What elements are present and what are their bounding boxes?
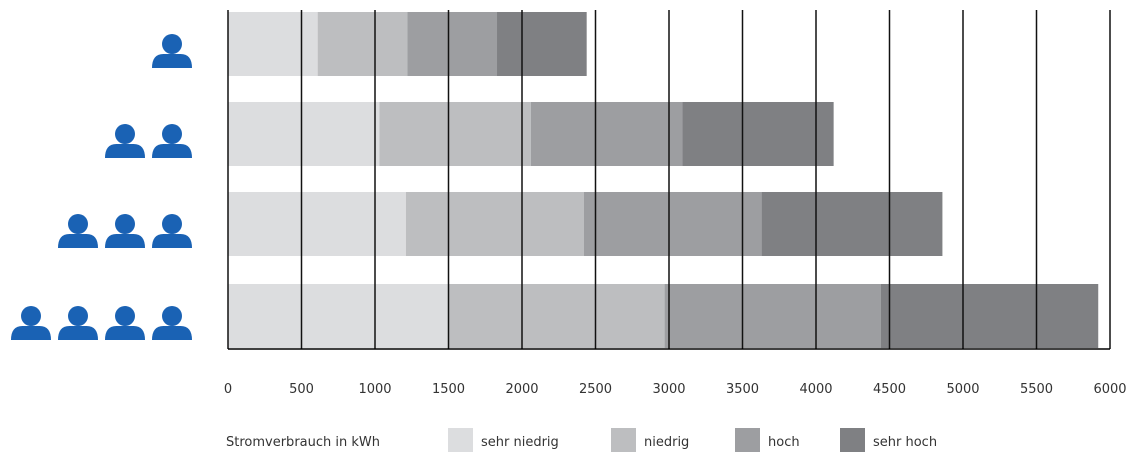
bar-segment <box>407 12 498 76</box>
legend: Stromverbrauch in kWh sehr niedrig niedri… <box>226 428 937 452</box>
person-icon <box>152 34 192 68</box>
bar-segment <box>405 192 584 256</box>
x-tick-labels: 0 500 1000 1500 2000 2500 3000 3500 4000 4500 5000… <box>224 382 1127 397</box>
legend-swatch <box>735 428 760 452</box>
x-tick-label: 0 <box>224 382 232 397</box>
person-icon <box>105 124 145 158</box>
person-icon <box>105 306 145 340</box>
bar-segment <box>761 192 943 256</box>
x-tick-label: 4000 <box>799 382 832 397</box>
person-icon <box>105 214 145 248</box>
x-tick-label: 500 <box>289 382 314 397</box>
legend-items: sehr niedrig niedrig hoch sehr hoch <box>448 428 937 452</box>
legend-swatch <box>448 428 473 452</box>
legend-label: hoch <box>768 435 800 450</box>
x-tick-label: 1500 <box>432 382 465 397</box>
bar-segment <box>530 102 683 166</box>
x-tick-label: 2000 <box>505 382 538 397</box>
legend-swatch <box>611 428 636 452</box>
person-icon <box>58 306 98 340</box>
x-tick-label: 3500 <box>726 382 759 397</box>
bar-segment <box>228 102 380 166</box>
person-icon <box>11 306 51 340</box>
bar-segment <box>583 192 762 256</box>
bar-segment <box>317 12 408 76</box>
legend-label: sehr niedrig <box>481 435 559 450</box>
x-axis-label: Stromverbrauch in kWh <box>226 435 380 450</box>
category-icons <box>11 34 192 340</box>
x-tick-label: 1000 <box>358 382 391 397</box>
legend-label: sehr hoch <box>873 435 937 450</box>
person-icon <box>152 306 192 340</box>
bar-segment <box>448 284 665 348</box>
bar-segment <box>228 12 318 76</box>
legend-label: niedrig <box>644 435 689 450</box>
bar-segment <box>664 284 881 348</box>
bar-segment <box>228 284 449 348</box>
gridlines-layer <box>227 10 1111 349</box>
person-icon <box>58 214 98 248</box>
bar-segment <box>497 12 587 76</box>
legend-swatch <box>840 428 865 452</box>
x-tick-label: 5000 <box>946 382 979 397</box>
x-tick-label: 5500 <box>1020 382 1053 397</box>
bars-layer <box>228 12 1099 348</box>
x-tick-label: 2500 <box>579 382 612 397</box>
x-tick-label: 4500 <box>873 382 906 397</box>
bar-segment <box>228 192 406 256</box>
person-icon <box>152 214 192 248</box>
bar-segment <box>880 284 1099 348</box>
x-tick-label: 3000 <box>652 382 685 397</box>
person-icon <box>152 124 192 158</box>
bar-segment <box>682 102 834 166</box>
x-tick-label: 6000 <box>1093 382 1126 397</box>
bar-segment <box>379 102 531 166</box>
